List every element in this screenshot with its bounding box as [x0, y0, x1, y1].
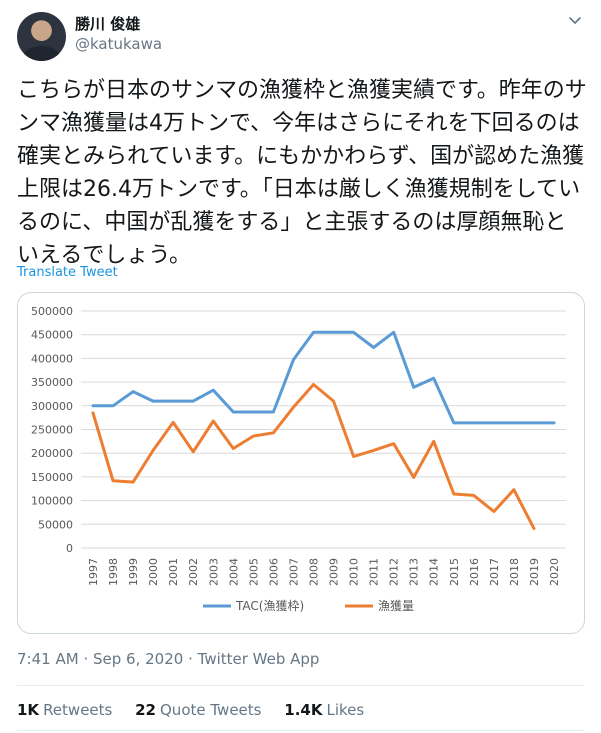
x-tick-label: 2015 [448, 558, 461, 586]
tweet-date[interactable]: Sep 6, 2020 [93, 650, 184, 668]
x-tick-label: 2016 [468, 558, 481, 586]
y-tick-label: 400000 [31, 352, 73, 365]
legend-label: 漁獲量 [378, 599, 414, 613]
y-tick-label: 450000 [31, 329, 73, 342]
y-tick-label: 100000 [31, 495, 73, 508]
divider [17, 685, 584, 686]
x-tick-label: 2002 [187, 558, 200, 586]
tweet-text: こちらが日本のサンマの漁獲枠と漁獲実績です。昨年のサンマ漁獲量は4万トンで、今年… [17, 78, 587, 268]
quotes-count: 22 [135, 701, 156, 719]
legend-label: TAC(漁獲枠) [235, 599, 304, 613]
quote-tweets-stat[interactable]: 22 Quote Tweets [135, 701, 261, 719]
x-tick-label: 2007 [287, 558, 300, 586]
x-tick-label: 2012 [388, 558, 401, 586]
tweet-time[interactable]: 7:41 AM [17, 650, 79, 668]
retweets-stat[interactable]: 1K Retweets [17, 701, 112, 719]
y-tick-label: 50000 [38, 518, 73, 531]
x-tick-label: 2004 [227, 558, 240, 586]
meta-separator: · [83, 650, 89, 668]
y-tick-label: 200000 [31, 447, 73, 460]
x-tick-label: 2017 [488, 558, 501, 586]
x-tick-label: 2000 [147, 558, 160, 586]
y-tick-label: 0 [66, 542, 73, 555]
likes-label: Likes [326, 701, 365, 719]
user-handle[interactable]: @katukawa [75, 35, 163, 53]
y-tick-label: 250000 [31, 424, 73, 437]
x-tick-label: 2011 [368, 558, 381, 586]
retweets-label: Retweets [43, 701, 113, 719]
tweet-source[interactable]: Twitter Web App [197, 650, 320, 668]
x-tick-label: 2003 [207, 558, 220, 586]
likes-stat[interactable]: 1.4K Likes [284, 701, 364, 719]
y-tick-label: 150000 [31, 471, 73, 484]
x-tick-label: 2006 [267, 558, 280, 586]
series-line-tac [91, 330, 556, 425]
meta-separator: · [188, 650, 193, 668]
x-tick-label: 2005 [247, 558, 260, 586]
x-tick-label: 2008 [307, 558, 320, 586]
y-tick-label: 350000 [31, 376, 73, 389]
x-tick-label: 2020 [548, 558, 561, 586]
x-tick-label: 2001 [167, 558, 180, 586]
tweet-meta: 7:41 AM · Sep 6, 2020 · Twitter Web App [17, 650, 319, 668]
chart: 0 50000 100000 150000 200000 250000 300000 3500… [31, 305, 566, 613]
x-tick-label: 2013 [408, 558, 421, 586]
x-tick-label: 2019 [528, 558, 541, 586]
retweets-count: 1K [17, 701, 40, 719]
x-tick-label: 1997 [87, 558, 100, 586]
likes-count: 1.4K [284, 701, 323, 719]
display-name[interactable]: 勝川 俊雄 [75, 15, 141, 33]
avatar[interactable] [17, 12, 66, 61]
x-tick-label: 2010 [348, 558, 361, 586]
divider [17, 730, 584, 731]
x-tick-label: 1999 [127, 558, 140, 586]
avatar-shirt [23, 46, 60, 61]
tweet-stats: 1K Retweets 22 Quote Tweets 1.4K Likes [17, 701, 382, 719]
x-tick-label: 2014 [428, 558, 441, 586]
y-tick-label: 500000 [31, 305, 73, 318]
x-tick-label: 2018 [508, 558, 521, 586]
x-tick-label: 2009 [328, 558, 341, 586]
translate-tweet-link[interactable]: Translate Tweet [17, 265, 118, 280]
tweet-media-chart[interactable]: 0 50000 100000 150000 200000 250000 300000 3500… [17, 292, 585, 634]
y-tick-label: 300000 [31, 400, 73, 413]
chevron-down-icon[interactable] [565, 10, 585, 30]
quotes-label: Quote Tweets [160, 701, 262, 719]
series-line-catch [91, 383, 536, 531]
x-tick-label: 1998 [107, 558, 120, 586]
